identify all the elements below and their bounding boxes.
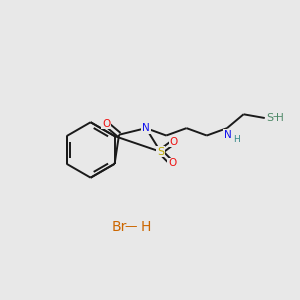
Text: —: — (124, 220, 137, 233)
Text: N: N (142, 123, 150, 133)
Text: O: O (102, 119, 110, 129)
Text: Br: Br (111, 220, 127, 234)
Text: S: S (157, 147, 164, 157)
Text: S: S (266, 113, 273, 123)
Text: O: O (168, 158, 176, 168)
Text: –: – (272, 112, 278, 122)
Text: H: H (141, 220, 151, 234)
Text: O: O (169, 137, 178, 147)
Text: N: N (142, 123, 150, 133)
Text: H: H (276, 113, 284, 123)
Text: N: N (224, 130, 232, 140)
Text: H: H (233, 135, 240, 144)
